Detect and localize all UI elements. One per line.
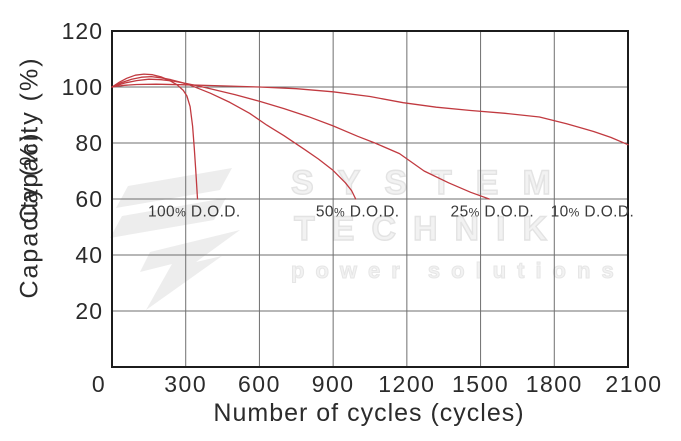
y-tick-label: 80 (75, 130, 103, 156)
dod-label: 50% D.O.D. (316, 204, 400, 221)
series-50-d-o-d (111, 75, 357, 200)
y-axis-title-duplicate: Capacity (%) (15, 56, 44, 224)
dod-annotations: 100% D.O.D. 50% D.O.D. 25% D.O.D. 10% D.O.D… (148, 204, 634, 221)
x-tick-label: 1800 (526, 371, 583, 397)
watermark-brand-line2: TECHNIK (293, 210, 565, 248)
series-10-d-o-d (111, 83, 629, 146)
x-tick-label: 900 (312, 371, 355, 397)
x-tick-label: 300 (164, 371, 207, 397)
x-tick-label: 1500 (452, 371, 509, 397)
x-tick-label: 2100 (605, 371, 662, 397)
x-axis-title: Number of cycles (cycles) (213, 399, 525, 427)
series-25-d-o-d (111, 78, 490, 200)
watermark-tagline: power solutions (291, 258, 625, 283)
x-tick-label: 1200 (378, 371, 435, 397)
y-tick-label: 100 (62, 74, 103, 100)
y-tick-labels: 120 100 80 60 40 20 (62, 18, 103, 324)
series-100-d-o-d (111, 73, 199, 200)
x-tick-label: 600 (238, 371, 281, 397)
y-tick-label: 20 (75, 298, 103, 324)
dod-label: 100% D.O.D. (148, 204, 241, 221)
gridlines (112, 31, 628, 367)
x-tick-labels: 0 300 600 900 1200 1500 1800 2100 (92, 371, 662, 397)
dod-label: 25% D.O.D. (451, 204, 535, 221)
y-tick-label: 40 (75, 242, 103, 268)
x-tick-label: 0 (92, 371, 106, 397)
dod-label: 10% D.O.D. (551, 204, 635, 221)
plot-border (111, 30, 629, 368)
y-tick-label: 60 (75, 186, 103, 212)
y-tick-label: 120 (62, 18, 103, 44)
